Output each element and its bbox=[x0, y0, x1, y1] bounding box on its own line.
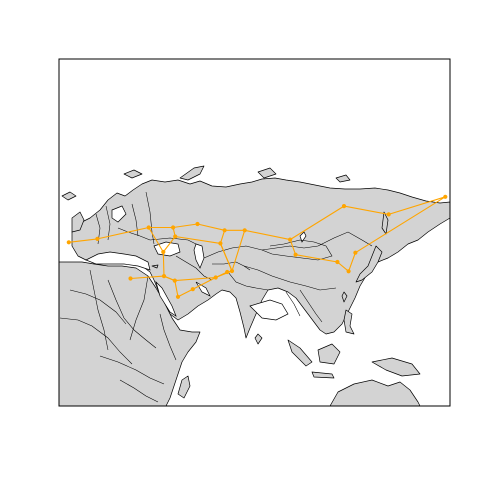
stop-marker-volgograd bbox=[161, 249, 166, 255]
stop-marker-tashkent bbox=[213, 275, 218, 280]
landmass-novaya-zemlya bbox=[179, 165, 205, 181]
stop-marker-magadan bbox=[386, 212, 391, 217]
mediterranean-sea bbox=[85, 251, 151, 271]
inland-water bbox=[85, 205, 307, 321]
stop-marker-almaty bbox=[229, 268, 235, 274]
landmass-new-siberian-islands bbox=[335, 174, 351, 183]
landmass-java bbox=[311, 371, 335, 379]
stop-marker-harbin bbox=[335, 259, 340, 265]
stop-marker-novosibirsk bbox=[242, 228, 247, 233]
caspian-sea bbox=[193, 243, 205, 269]
stop-marker-kazan bbox=[171, 225, 176, 230]
landmass-new-guinea bbox=[371, 357, 421, 377]
landmass-japan bbox=[355, 245, 383, 283]
stop-marker-khabarovsk bbox=[353, 250, 358, 255]
landmass-iceland bbox=[61, 191, 77, 201]
stop-marker-yakutsk bbox=[341, 204, 347, 209]
stop-marker-omsk bbox=[222, 228, 227, 233]
landmass-sri-lanka bbox=[254, 333, 263, 345]
stop-marker-istanbul bbox=[128, 276, 133, 281]
route-line bbox=[175, 230, 246, 272]
stop-marker-london bbox=[66, 240, 71, 245]
stop-marker-tehran bbox=[175, 294, 181, 299]
stop-marker-samara bbox=[173, 234, 178, 239]
stop-marker-vladivostok bbox=[346, 269, 351, 274]
stop-marker-berlin bbox=[95, 236, 100, 241]
stop-marker-ashgabat bbox=[190, 287, 195, 292]
route-line bbox=[289, 196, 446, 272]
stop-marker-irkutsk bbox=[288, 237, 293, 242]
landmass-cyprus bbox=[151, 264, 159, 269]
baltic-sea bbox=[111, 205, 127, 223]
country-borders bbox=[59, 191, 373, 403]
route-stops bbox=[66, 194, 448, 299]
bay-of-bengal bbox=[249, 299, 289, 321]
land-masses bbox=[59, 165, 450, 406]
stop-marker-yekaterinburg bbox=[195, 221, 200, 227]
landmass-taiwan bbox=[341, 291, 348, 303]
stop-marker-baku bbox=[172, 278, 177, 283]
landmass-philippines bbox=[343, 309, 355, 335]
landmass-svalbard bbox=[123, 169, 143, 179]
stop-marker-moscow bbox=[146, 225, 151, 230]
map-frame bbox=[58, 58, 451, 407]
stop-marker-ulaanbaatar bbox=[293, 252, 298, 257]
landmass-australia bbox=[329, 379, 421, 406]
stop-marker-astana bbox=[218, 241, 223, 246]
stop-marker-anadyr bbox=[443, 194, 448, 199]
stop-marker-bishkek bbox=[225, 269, 230, 275]
landmass-africa bbox=[59, 261, 201, 406]
landmass-british-isles bbox=[71, 211, 85, 233]
landmass-sumatra bbox=[287, 339, 313, 367]
landmass-severnaya-zemlya bbox=[257, 167, 277, 179]
landmass-madagascar bbox=[177, 375, 191, 399]
black-sea bbox=[153, 241, 181, 257]
stop-marker-tbilisi bbox=[161, 274, 167, 279]
landmass-borneo bbox=[317, 343, 341, 365]
red-sea bbox=[155, 280, 177, 317]
